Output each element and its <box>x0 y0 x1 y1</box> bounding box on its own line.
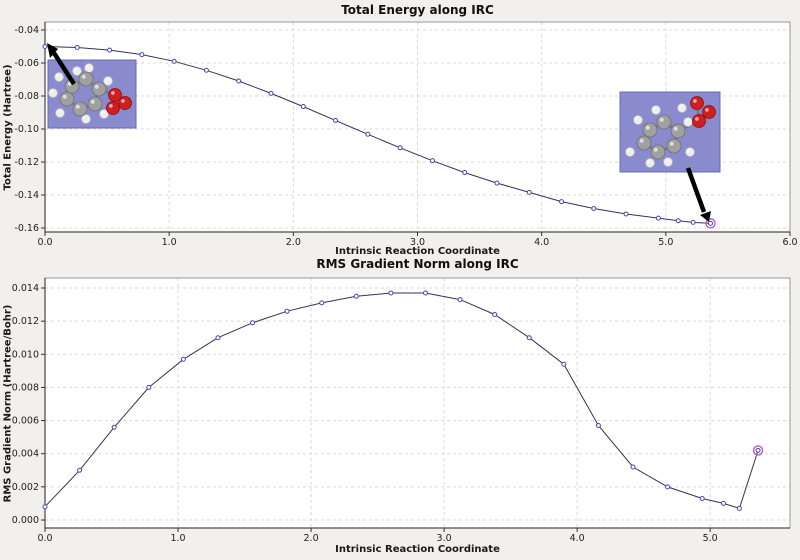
energy-chart-yaxis-label: Total Energy (Hartree) <box>2 64 14 191</box>
data-point-marker <box>42 44 48 49</box>
data-point-marker <box>107 47 113 53</box>
y-tick-label: -0.14 <box>14 190 39 201</box>
data-point-marker <box>397 145 403 151</box>
data-point-marker <box>526 335 532 341</box>
y-tick-label: -0.12 <box>14 157 39 168</box>
data-point-marker <box>284 308 290 314</box>
data-point-marker <box>42 504 48 510</box>
data-point-marker <box>429 158 435 164</box>
reactant-molecule-image <box>47 59 137 129</box>
data-point-marker <box>591 206 597 212</box>
data-point-marker <box>268 90 274 96</box>
y-tick-label: -0.08 <box>14 91 39 102</box>
x-tick-label: 2.0 <box>286 237 301 248</box>
x-tick-label: 6.0 <box>782 237 797 248</box>
gradient-chart-xaxis-label: Intrinsic Reaction Coordinate <box>335 544 500 555</box>
data-point-marker <box>492 312 498 318</box>
data-point-marker <box>203 67 209 73</box>
data-point-marker <box>77 467 83 473</box>
data-point-marker <box>623 211 629 217</box>
data-point-marker <box>353 293 359 299</box>
y-tick-label: 0.000 <box>12 515 39 526</box>
x-tick-label: 5.0 <box>703 533 718 544</box>
data-point-marker <box>755 447 761 453</box>
reactant-annotation-arrow <box>47 43 76 86</box>
data-point-marker <box>180 356 186 362</box>
data-point-marker <box>139 52 145 58</box>
selected-geometry-marker[interactable] <box>752 445 764 456</box>
y-tick-label: -0.16 <box>14 223 39 234</box>
product-molecule-image <box>619 91 721 173</box>
data-point-marker <box>561 361 567 367</box>
y-tick-label: 0.006 <box>12 416 39 427</box>
data-point-marker <box>665 484 671 490</box>
data-point-marker <box>630 464 636 470</box>
energy-chart-xaxis-label: Intrinsic Reaction Coordinate <box>335 246 500 257</box>
x-tick-label: 4.0 <box>570 533 585 544</box>
data-point-marker <box>699 495 705 501</box>
data-point-marker <box>236 78 242 84</box>
data-point-marker <box>708 220 714 226</box>
x-tick-label: 0.0 <box>37 533 52 544</box>
rms-gradient-norm-along-irc: 0.0 1.0 2.0 3.0 4.0 5.0 0.000 0.002 0.004 0.006 0.… <box>12 277 791 544</box>
data-point-marker <box>595 423 601 429</box>
x-tick-label: 0.0 <box>37 237 52 248</box>
data-point-marker <box>422 290 428 296</box>
y-tick-label: 0.014 <box>12 283 39 294</box>
x-tick-label: 4.0 <box>534 237 549 248</box>
x-tick-label: 3.0 <box>437 533 452 544</box>
x-tick-label: 1.0 <box>170 533 185 544</box>
gradient-chart-yaxis-label: RMS Gradient Norm (Hartree/Bohr) <box>2 304 14 503</box>
data-point-marker <box>675 218 681 224</box>
y-tick-label: 0.002 <box>12 482 39 493</box>
y-tick-label: 0.010 <box>12 349 39 360</box>
y-tick-label: -0.10 <box>14 124 39 135</box>
data-point-marker <box>215 335 221 341</box>
x-tick-label: 2.0 <box>304 533 319 544</box>
data-point-marker <box>690 219 696 225</box>
x-tick-label: 3.0 <box>410 237 425 248</box>
product-annotation-arrow <box>685 167 711 222</box>
data-point-marker <box>494 180 500 186</box>
energy-chart-title: Total Energy along IRC <box>341 3 494 17</box>
y-tick-label: 0.008 <box>12 382 39 393</box>
x-tick-label: 1.0 <box>162 237 177 248</box>
x-tick-label: 5.0 <box>658 237 673 248</box>
data-point-marker <box>559 199 565 205</box>
y-tick-label: 0.012 <box>12 316 39 327</box>
gradient-chart-title: RMS Gradient Norm along IRC <box>316 257 519 271</box>
data-point-marker <box>171 58 177 64</box>
data-point-marker <box>250 320 256 326</box>
data-point-marker <box>655 215 661 221</box>
y-tick-label: -0.04 <box>14 25 39 36</box>
data-point-marker <box>736 505 742 511</box>
selected-geometry-marker[interactable] <box>705 218 716 229</box>
data-point-marker <box>333 117 339 123</box>
data-point-marker <box>720 500 726 506</box>
y-tick-label: -0.06 <box>14 58 39 69</box>
y-tick-label: 0.004 <box>12 449 39 460</box>
data-point-marker <box>74 44 80 50</box>
data-point-marker <box>462 170 468 176</box>
data-point-marker <box>388 290 394 296</box>
data-point-marker <box>111 424 117 430</box>
data-point-marker <box>300 104 306 110</box>
data-point-marker <box>365 131 371 137</box>
data-point-marker <box>526 189 532 195</box>
data-point-marker <box>146 384 152 390</box>
data-point-marker <box>457 297 463 303</box>
data-point-marker <box>319 300 325 306</box>
